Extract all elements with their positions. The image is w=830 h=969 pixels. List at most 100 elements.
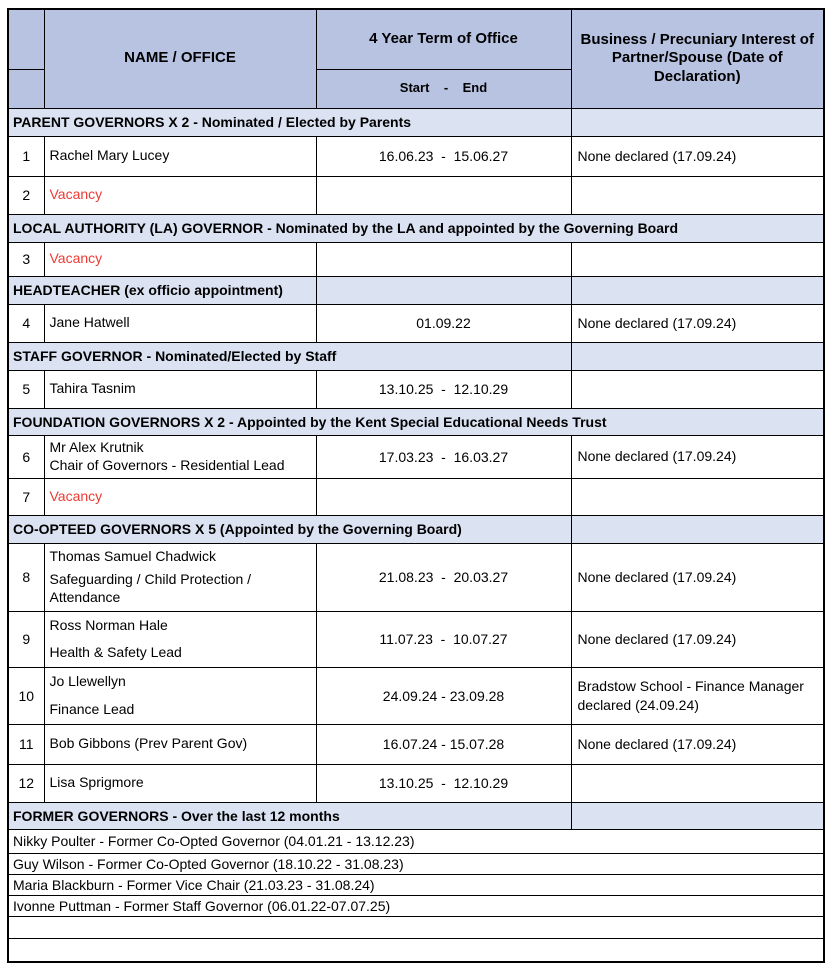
interest-note xyxy=(570,369,825,409)
start-end-header: Start - End xyxy=(315,68,572,109)
governor-name-cell: Lisa Sprigmore xyxy=(43,763,317,803)
governor-name-line: Finance Lead xyxy=(49,701,135,717)
section-empty-cell xyxy=(570,801,825,830)
section-header: FORMER GOVERNORS - Over the last 12 mont… xyxy=(7,801,572,830)
term-dates: 13.10.25 - 12.10.29 xyxy=(315,369,572,409)
governor-row: 8 Thomas Samuel Chadwick Safeguarding / Ch… xyxy=(7,542,825,612)
governor-row: 4 Jane Hatwell 01.09.22 None declared (17.0… xyxy=(7,303,825,343)
governors-table: NAME / OFFICE 4 Year Term of Office Busi… xyxy=(7,8,825,963)
governor-name-cell: Ross Norman Hale Health & Safety Lead xyxy=(43,610,317,668)
governor-name-cell: Mr Alex Krutnik Chair of Governors - Resi… xyxy=(43,434,317,479)
term-dates: 01.09.22 xyxy=(315,303,572,343)
governor-name-line: Tahira Tasnim xyxy=(49,380,136,397)
interest-note: None declared (17.09.24) xyxy=(570,135,825,177)
section-row: LOCAL AUTHORITY (LA) GOVERNOR - Nominate… xyxy=(7,213,825,243)
former-governor-row: Ivonne Puttman - Former Staff Governor (… xyxy=(7,894,825,917)
interest-note: None declared (17.09.24) xyxy=(570,434,825,479)
governor-row: 7 Vacancy xyxy=(7,477,825,516)
interest-header: Business / Precuniary Interest of Partne… xyxy=(570,8,825,109)
governor-name-line: Rachel Mary Lucey xyxy=(49,147,170,164)
governor-name-cell: Rachel Mary Lucey xyxy=(43,135,317,177)
governor-name-line: Thomas Samuel Chadwick xyxy=(49,547,217,564)
section-empty-cell xyxy=(570,107,825,137)
term-dates xyxy=(315,241,572,277)
vacancy-label: Vacancy xyxy=(49,487,103,504)
former-governor-entry: Guy Wilson - Former Co-Opted Governor (1… xyxy=(7,852,825,875)
governor-name-cell: Vacancy xyxy=(43,477,317,516)
former-governor-row xyxy=(7,915,825,939)
section-header: HEADTEACHER (ex officio appointment) xyxy=(7,275,317,305)
row-number: 9 xyxy=(7,610,45,668)
governor-name-cell: Vacancy xyxy=(43,241,317,277)
section-header: LOCAL AUTHORITY (LA) GOVERNOR - Nominate… xyxy=(7,213,825,243)
former-governor-entry xyxy=(7,937,825,963)
name-office-header: NAME / OFFICE xyxy=(43,8,317,109)
governor-row: 1 Rachel Mary Lucey 16.06.23 - 15.06.27 Non… xyxy=(7,135,825,177)
interest-note: None declared (17.09.24) xyxy=(570,542,825,612)
governor-name-line: Jo Llewellyn xyxy=(49,672,126,689)
term-dates: 16.06.23 - 15.06.27 xyxy=(315,135,572,177)
table-header: NAME / OFFICE 4 Year Term of Office Busi… xyxy=(7,8,825,109)
governor-name-line: Jane Hatwell xyxy=(49,314,130,331)
former-governor-entry xyxy=(7,915,825,939)
governor-row: 11 Bob Gibbons (Prev Parent Gov) 16.07.24 … xyxy=(7,723,825,765)
governor-row: 12 Lisa Sprigmore 13.10.25 - 12.10.29 xyxy=(7,763,825,803)
interest-note xyxy=(570,477,825,516)
section-row: PARENT GOVERNORS X 2 - Nominated / Elect… xyxy=(7,107,825,137)
table-body: PARENT GOVERNORS X 2 - Nominated / Elect… xyxy=(7,107,825,963)
section-empty-cell xyxy=(570,341,825,371)
term-header: 4 Year Term of Office xyxy=(315,8,572,70)
row-number: 3 xyxy=(7,241,45,277)
section-header: STAFF GOVERNOR - Nominated/Elected by St… xyxy=(7,341,572,371)
governor-name-line: Mr Alex Krutnik xyxy=(49,439,144,455)
interest-note xyxy=(570,763,825,803)
term-dates xyxy=(315,175,572,215)
former-governor-row: Maria Blackburn - Former Vice Chair (21.… xyxy=(7,873,825,896)
row-number: 2 xyxy=(7,175,45,215)
vacancy-label: Vacancy xyxy=(49,250,103,267)
former-governor-row: Nikky Poulter - Former Co-Opted Governor… xyxy=(7,828,825,854)
governor-name-line: Ross Norman Hale xyxy=(49,616,168,633)
governor-row: 2 Vacancy xyxy=(7,175,825,215)
row-number: 8 xyxy=(7,542,45,612)
interest-note: Bradstow School - Finance Manager declar… xyxy=(570,666,825,725)
row-number: 7 xyxy=(7,477,45,516)
section-row: CO-OPTEED GOVERNORS X 5 (Appointed by th… xyxy=(7,514,825,544)
section-empty-cell xyxy=(570,514,825,544)
governor-name-line: Chair of Governors - Residential Lead xyxy=(49,456,285,473)
row-number: 1 xyxy=(7,135,45,177)
section-header: CO-OPTEED GOVERNORS X 5 (Appointed by th… xyxy=(7,514,572,544)
former-governor-row xyxy=(7,937,825,963)
governor-row: 6 Mr Alex Krutnik Chair of Governors - Res… xyxy=(7,434,825,479)
row-number: 4 xyxy=(7,303,45,343)
section-row: FOUNDATION GOVERNORS X 2 - Appointed by … xyxy=(7,407,825,436)
vacancy-label: Vacancy xyxy=(49,186,103,203)
term-dates: 21.08.23 - 20.03.27 xyxy=(315,542,572,612)
interest-note: None declared (17.09.24) xyxy=(570,610,825,668)
governor-name-cell: Vacancy xyxy=(43,175,317,215)
former-governor-entry: Maria Blackburn - Former Vice Chair (21.… xyxy=(7,873,825,896)
governor-name-line: Bob Gibbons (Prev Parent Gov) xyxy=(49,735,248,752)
term-dates: 17.03.23 - 16.03.27 xyxy=(315,434,572,479)
row-number: 10 xyxy=(7,666,45,725)
row-number-header-cell xyxy=(7,8,45,70)
governor-name-line: Lisa Sprigmore xyxy=(49,774,144,791)
governor-row: 9 Ross Norman Hale Health & Safety Lead 11.… xyxy=(7,610,825,668)
interest-note: None declared (17.09.24) xyxy=(570,303,825,343)
governor-name-cell: Thomas Samuel Chadwick Safeguarding / Chi… xyxy=(43,542,317,612)
governor-name-cell: Tahira Tasnim xyxy=(43,369,317,409)
term-dates: 13.10.25 - 12.10.29 xyxy=(315,763,572,803)
governor-name-cell: Jo Llewellyn Finance Lead xyxy=(43,666,317,725)
former-governor-row: Guy Wilson - Former Co-Opted Governor (1… xyxy=(7,852,825,875)
governor-row: 3 Vacancy xyxy=(7,241,825,277)
section-header: FOUNDATION GOVERNORS X 2 - Appointed by … xyxy=(7,407,825,436)
governor-name-line: Health & Safety Lead xyxy=(49,644,182,660)
interest-note xyxy=(570,241,825,277)
interest-note xyxy=(570,175,825,215)
governor-name-cell: Jane Hatwell xyxy=(43,303,317,343)
section-row: FORMER GOVERNORS - Over the last 12 mont… xyxy=(7,801,825,830)
section-row: HEADTEACHER (ex officio appointment) xyxy=(7,275,825,305)
term-dates: 16.07.24 - 15.07.28 xyxy=(315,723,572,765)
section-header: PARENT GOVERNORS X 2 - Nominated / Elect… xyxy=(7,107,572,137)
